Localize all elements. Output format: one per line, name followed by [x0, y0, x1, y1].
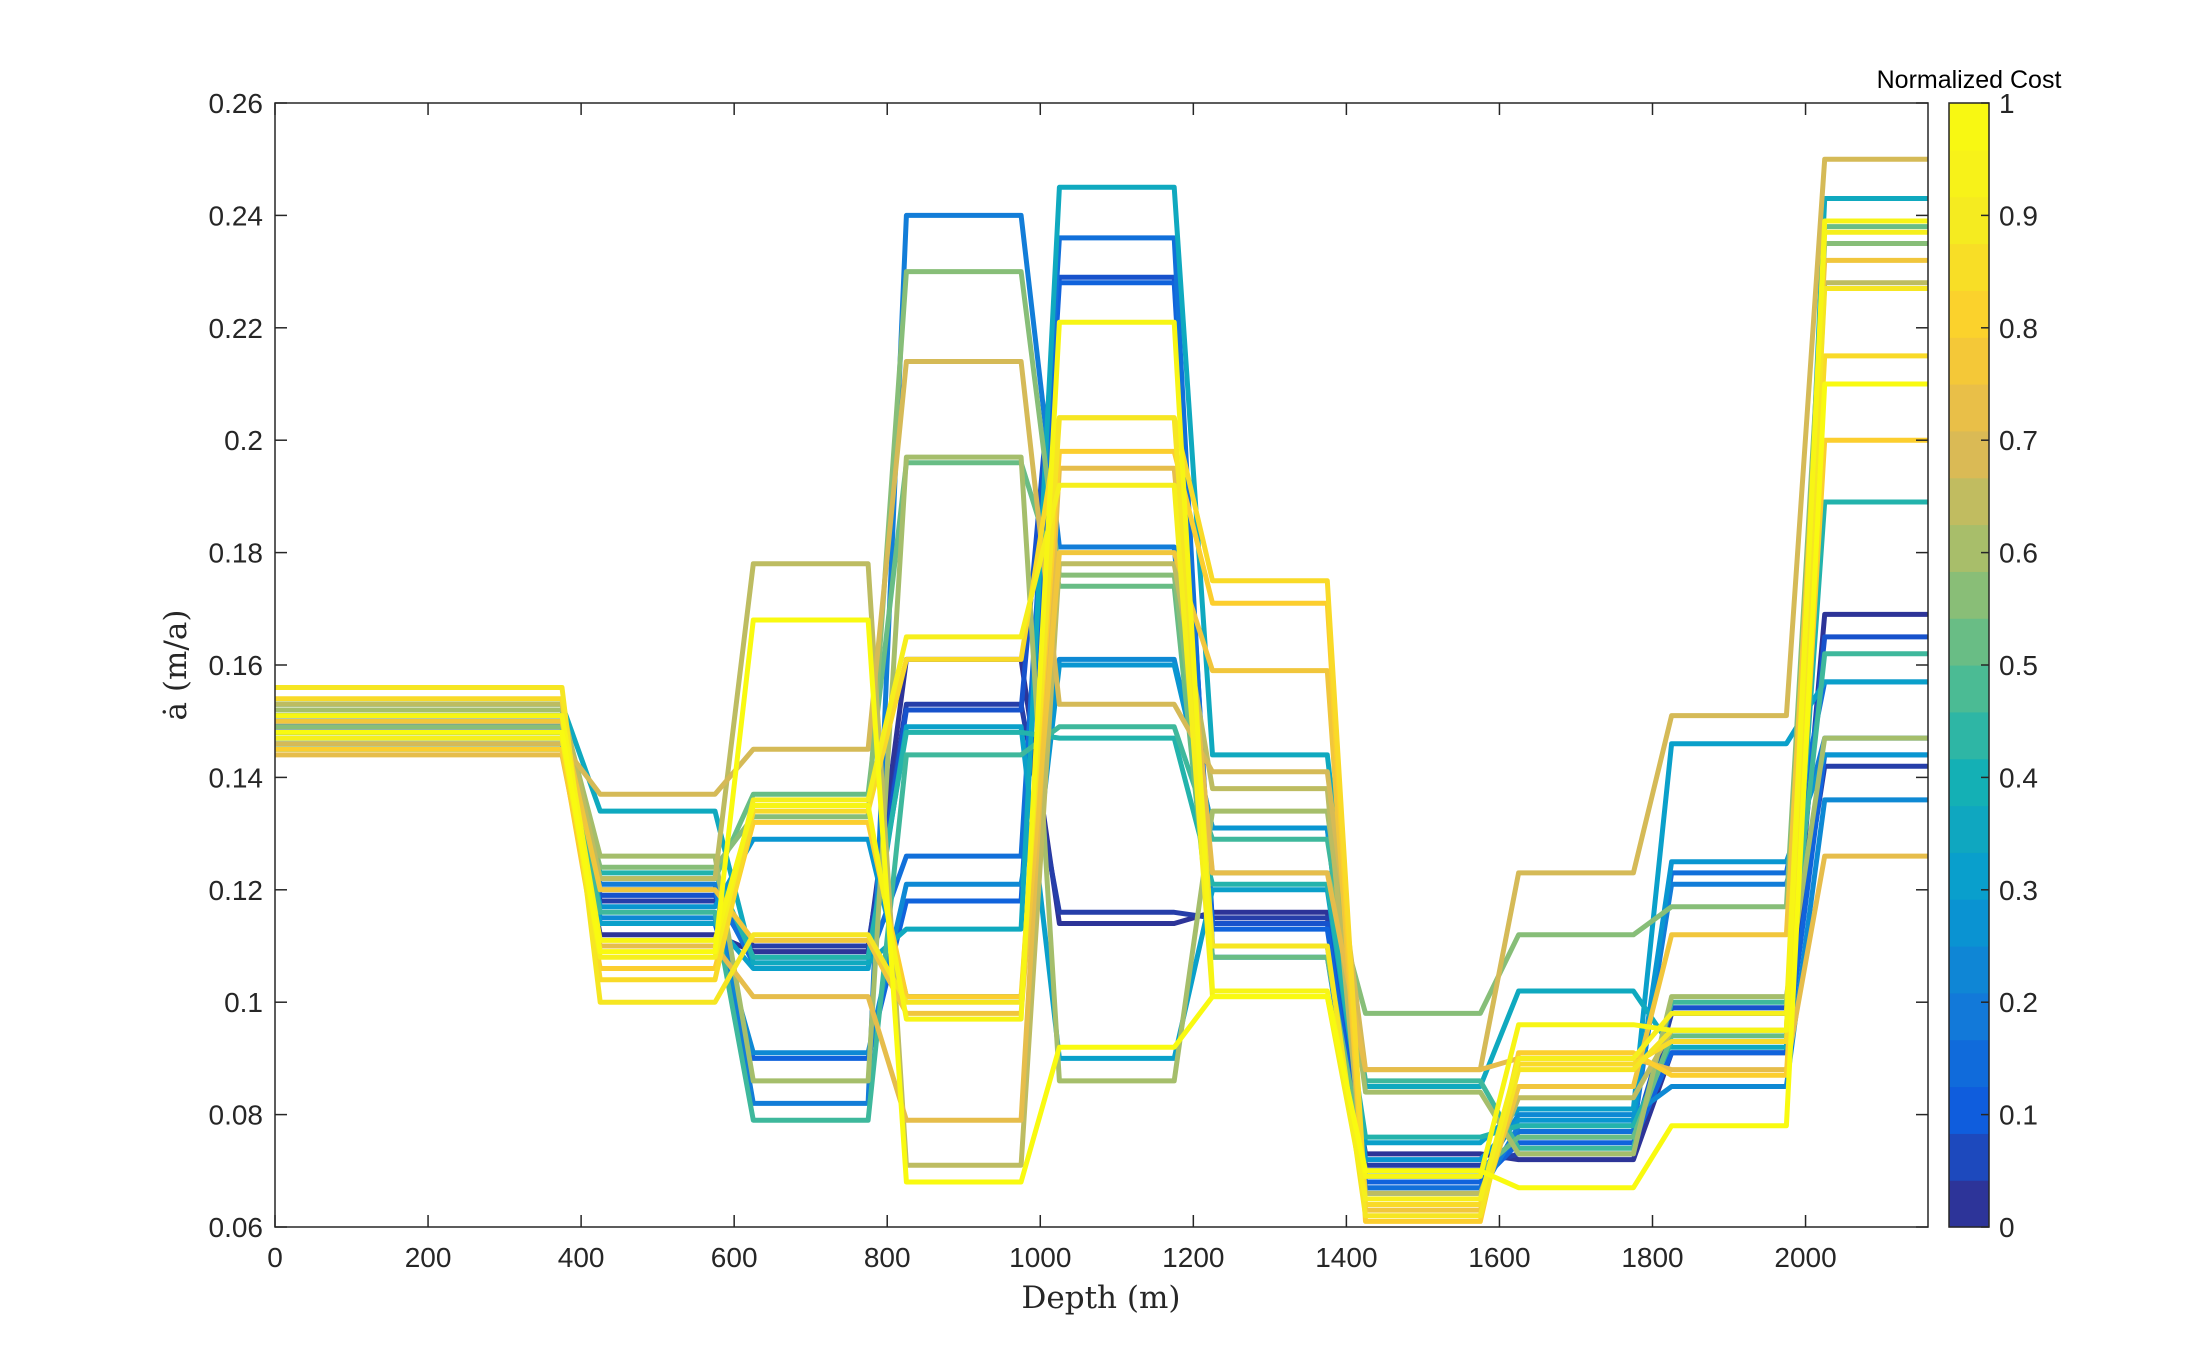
colorbar-band: [1949, 1133, 1989, 1181]
x-axis: 0 200 400 600 800 1000 1200 1400 1600 1800 2000: [267, 103, 1837, 1273]
colorbar-tick-label: 0.4: [1999, 762, 2038, 793]
x-tick-label: 400: [558, 1242, 605, 1273]
y-tick-label: 0.12: [209, 875, 264, 906]
colorbar-band: [1949, 337, 1989, 385]
colorbar-band: [1949, 430, 1989, 479]
y-tick-label: 0.1: [224, 987, 263, 1018]
colorbar-tick-label: 1: [1999, 88, 2015, 119]
colorbar-band: [1949, 384, 1989, 432]
colorbar-tick-label: 0.2: [1999, 987, 2038, 1018]
series-line: [275, 353, 1928, 1207]
colorbar-tick-label: 0: [1999, 1212, 2015, 1243]
y-tick-label: 0.08: [209, 1100, 264, 1131]
y-tick-label: 0.22: [209, 313, 264, 344]
y-axis: 0.06 0.08 0.1 0.12 0.14 0.16 0.18 0.2 0.22 0.24 0.…: [209, 88, 1928, 1243]
y-tick-label: 0.16: [209, 650, 264, 681]
x-tick-label: 0: [267, 1242, 283, 1273]
colorbar-tick-label: 0.9: [1999, 200, 2038, 231]
x-tick-label: 200: [405, 1242, 452, 1273]
colorbar-band: [1949, 852, 1989, 900]
colorbar-tick-label: 0.1: [1999, 1100, 2038, 1131]
colorbar-band: [1949, 665, 1989, 713]
colorbar-band: [1949, 571, 1989, 619]
series-line: [275, 229, 1928, 1202]
x-tick-label: 1600: [1468, 1242, 1530, 1273]
x-axis-label: Depth (m): [1022, 1280, 1181, 1316]
x-tick-label: 1200: [1162, 1242, 1224, 1273]
colorbar-band: [1949, 196, 1989, 245]
colorbar-band: [1949, 1039, 1989, 1088]
y-axis-label: ȧ (m/a): [158, 610, 194, 721]
colorbar-tick-label: 0.6: [1999, 538, 2038, 569]
series-lines: [275, 156, 1928, 1224]
series-line: [275, 381, 1928, 1191]
colorbar-tick-label: 0.8: [1999, 313, 2038, 344]
y-tick-label: 0.26: [209, 88, 264, 119]
colorbar-band: [1949, 243, 1989, 291]
y-tick-label: 0.2: [224, 425, 263, 456]
colorbar-title: Normalized Cost: [1877, 66, 2062, 94]
colorbar-band: [1949, 1086, 1989, 1134]
series-line: [275, 611, 1928, 1163]
colorbar-band: [1949, 992, 1989, 1041]
colorbar-band: [1949, 946, 1989, 994]
colorbar-band: [1949, 524, 1989, 572]
colorbar-band: [1949, 618, 1989, 666]
series-line: [275, 437, 1928, 1224]
colorbar-band: [1949, 290, 1989, 338]
y-tick-label: 0.06: [209, 1212, 264, 1243]
y-tick-label: 0.18: [209, 538, 264, 569]
colorbar-tick-label: 0.7: [1999, 425, 2038, 456]
colorbar-band: [1949, 477, 1989, 526]
y-tick-label: 0.24: [209, 200, 264, 231]
colorbar-band: [1949, 805, 1989, 853]
colorbar-band: [1949, 1180, 1989, 1228]
colorbar-band: [1949, 103, 1989, 151]
colorbar-tick-label: 0.5: [1999, 650, 2038, 681]
x-tick-label: 1000: [1009, 1242, 1071, 1273]
colorbar-band: [1949, 758, 1989, 807]
x-tick-label: 600: [711, 1242, 758, 1273]
colorbar: 0 0.1 0.2 0.3 0.4 0.5 0.6 0.7 0.8 0.9 1: [1948, 88, 2038, 1243]
x-tick-label: 1400: [1315, 1242, 1377, 1273]
y-tick-label: 0.14: [209, 762, 264, 793]
x-tick-label: 2000: [1774, 1242, 1836, 1273]
x-tick-label: 800: [864, 1242, 911, 1273]
colorbar-tick-label: 0.3: [1999, 875, 2038, 906]
series-line: [275, 241, 1928, 1016]
colorbar-band: [1949, 711, 1989, 760]
x-tick-label: 1800: [1621, 1242, 1683, 1273]
colorbar-band: [1949, 149, 1989, 198]
colorbar-band: [1949, 899, 1989, 947]
